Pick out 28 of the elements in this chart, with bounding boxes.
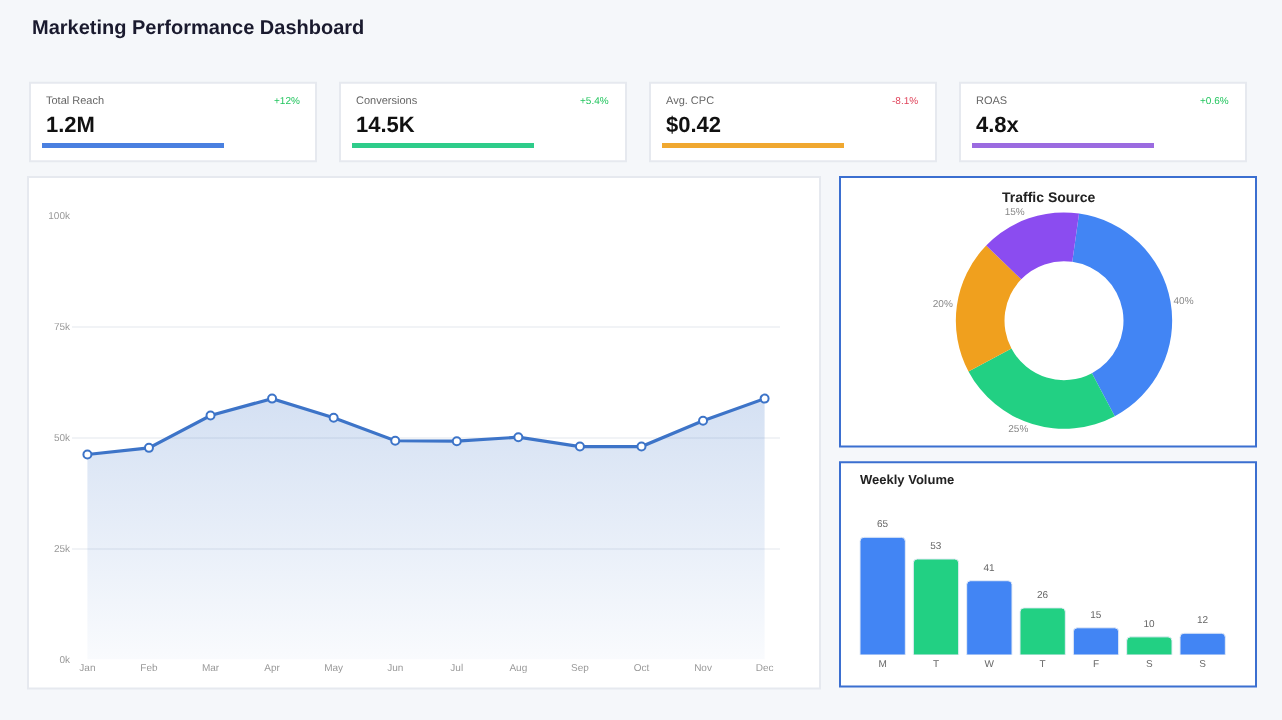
- point: [390, 435, 401, 446]
- point: [513, 432, 524, 443]
- text: 1.2M: [46, 114, 95, 138]
- text: 14.5K: [356, 114, 415, 138]
- text: 4.8x: [976, 114, 1021, 138]
- point: [636, 441, 647, 452]
- point: [205, 410, 216, 421]
- point: [82, 449, 93, 460]
- bar: [1126, 636, 1173, 655]
- text: Marketing Performance Dashboard: [32, 18, 365, 40]
- bar: [1019, 607, 1066, 655]
- bar: [859, 536, 906, 655]
- bar: [1179, 632, 1226, 655]
- bar: [912, 558, 960, 655]
- point: [143, 442, 154, 453]
- donut-slice: [968, 348, 1115, 429]
- donut-slice: [955, 245, 1022, 372]
- bar: [966, 580, 1013, 655]
- point: [574, 441, 585, 452]
- point: [698, 415, 709, 426]
- text: $0.42: [666, 114, 722, 138]
- bar: [1072, 627, 1120, 655]
- point: [267, 393, 278, 404]
- donut-slice: [1072, 213, 1173, 417]
- donut-slice: [986, 212, 1080, 280]
- point: [759, 393, 770, 404]
- point: [328, 412, 339, 423]
- point: [451, 436, 462, 447]
